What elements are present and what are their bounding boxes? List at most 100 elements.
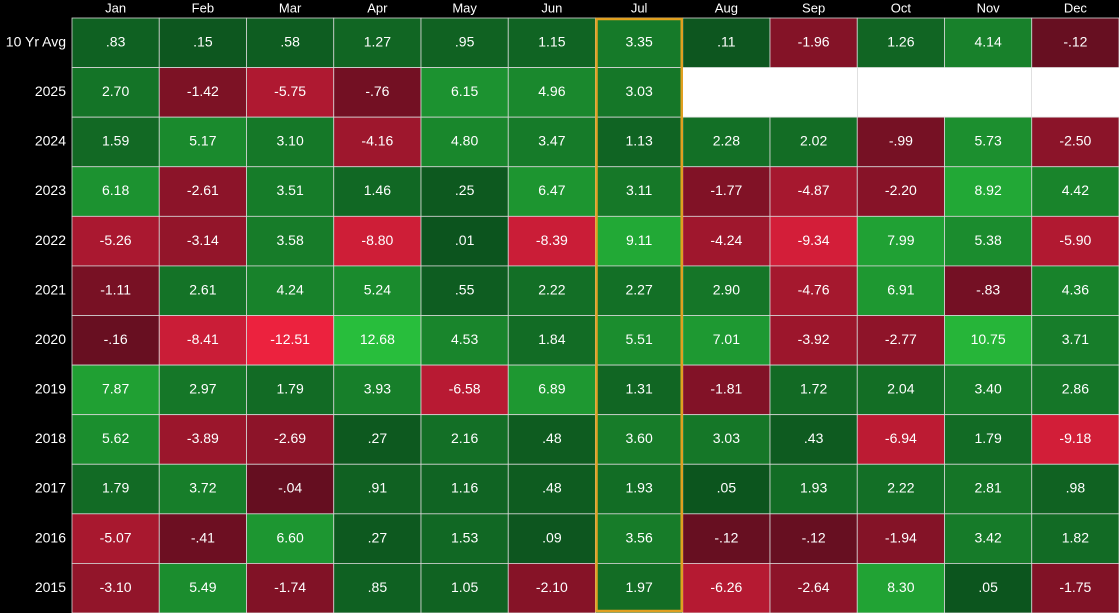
empty-cell: [770, 67, 858, 118]
cell-label: -.83: [976, 281, 1000, 297]
cell: [856, 265, 945, 316]
cell: [1031, 563, 1119, 613]
cell-label: -3.10: [100, 579, 132, 595]
cell: [1031, 414, 1119, 465]
cell-label: -6.58: [449, 381, 481, 397]
cell: [944, 17, 1033, 68]
cell-label: 6.15: [451, 83, 478, 99]
cell-label: .01: [455, 232, 475, 248]
cell-label: 6.60: [277, 529, 304, 545]
cell-label: .48: [542, 430, 562, 446]
cell-label: .09: [542, 529, 562, 545]
cell-label: 3.51: [277, 182, 304, 198]
cell: [507, 463, 596, 515]
cell-label: -1.94: [885, 529, 917, 545]
cell-label: -2.50: [1059, 133, 1091, 149]
cell-label: -5.75: [274, 83, 306, 99]
cell-label: 1.79: [277, 381, 304, 397]
cell-label: 4.42: [1062, 182, 1089, 198]
cell: [682, 166, 771, 217]
cell-label: 12.68: [360, 331, 395, 347]
cell: [1031, 166, 1119, 217]
cell: [507, 315, 596, 366]
cell: [682, 463, 771, 515]
cell-label: -5.26: [100, 232, 132, 248]
cell: [71, 17, 160, 68]
column-header: Aug: [715, 0, 738, 15]
cell: [1031, 116, 1119, 168]
cell: [769, 563, 858, 613]
cell: [507, 364, 596, 416]
cell-label: 1.97: [626, 579, 653, 595]
cell: [507, 513, 596, 564]
column-header: Jul: [631, 0, 648, 15]
cell-label: 2.16: [451, 430, 478, 446]
cell-label: -1.74: [274, 579, 306, 595]
row-label: 2024: [35, 133, 66, 149]
cell: [682, 414, 771, 465]
cell: [856, 17, 945, 68]
cell-label: 3.03: [713, 430, 740, 446]
cell: [1031, 215, 1119, 267]
cell-label: -3.89: [187, 430, 219, 446]
cell-label: -4.76: [798, 281, 830, 297]
cell-label: 1.72: [800, 381, 827, 397]
cell-label: 2.90: [713, 281, 740, 297]
cell-label: -2.64: [798, 579, 830, 595]
column-highlight: [595, 17, 683, 613]
cell-label: .55: [455, 281, 475, 297]
cell: [507, 166, 596, 217]
cell-label: 3.11: [626, 182, 652, 198]
cell-label: 5.38: [975, 232, 1002, 248]
cell-label: 5.49: [189, 579, 216, 595]
cell-label: -.04: [278, 480, 302, 496]
cell-label: 7.99: [887, 232, 914, 248]
cell: [420, 364, 509, 416]
cell-label: 6.89: [538, 381, 565, 397]
cell-label: 8.30: [887, 579, 914, 595]
cell: [71, 563, 160, 613]
cell: [420, 414, 509, 465]
cell: [71, 414, 160, 465]
cell-label: -.12: [1063, 33, 1087, 49]
cell-label: 7.87: [102, 381, 129, 397]
cell: [769, 265, 858, 316]
cell: [71, 364, 160, 416]
cell: [246, 563, 335, 613]
cell: [595, 563, 684, 613]
cell-label: 5.24: [364, 281, 391, 297]
cell: [944, 315, 1033, 366]
empty-cell: [1031, 67, 1119, 118]
cell-label: .58: [280, 33, 300, 49]
cell: [769, 414, 858, 465]
cell-label: -.76: [365, 83, 389, 99]
cell-label: 1.16: [451, 480, 478, 496]
cell: [595, 166, 684, 217]
cell-label: 2.97: [189, 381, 216, 397]
cell-label: .48: [542, 480, 562, 496]
cell-label: -.12: [714, 529, 738, 545]
cell-label: 3.60: [626, 430, 653, 446]
cell-label: 3.72: [189, 480, 216, 496]
cell-label: .27: [368, 529, 388, 545]
cell-label: -.12: [802, 529, 826, 545]
cell: [944, 414, 1033, 465]
cell-label: 2.28: [713, 133, 740, 149]
cell-label: .43: [804, 430, 824, 446]
cell: [507, 414, 596, 465]
cell: [1031, 364, 1119, 416]
cell: [856, 414, 945, 465]
cell: [158, 67, 247, 118]
cell: [856, 463, 945, 515]
cell-label: 3.71: [1062, 331, 1089, 347]
cell-label: 1.84: [538, 331, 565, 347]
empty-cell: [682, 67, 770, 118]
cell: [246, 166, 335, 217]
cell: [158, 364, 247, 416]
cell: [856, 513, 945, 564]
cell: [333, 67, 422, 118]
column-header: Nov: [977, 0, 1001, 15]
cell: [158, 17, 247, 68]
cell-label: 2.27: [626, 281, 653, 297]
